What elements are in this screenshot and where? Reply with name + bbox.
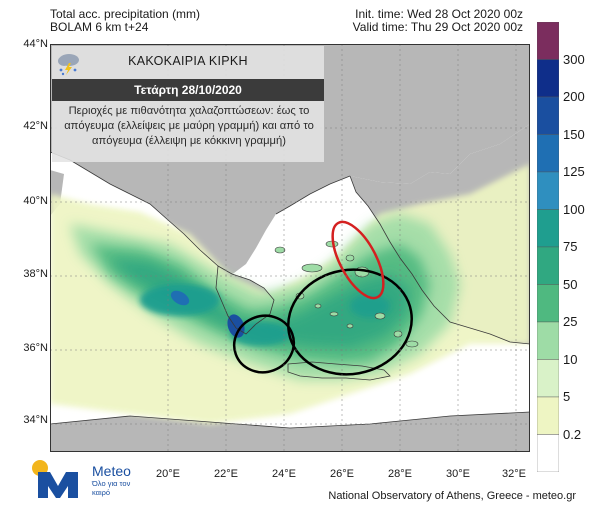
hail-area-morning-east bbox=[287, 268, 413, 376]
colorbar-label: 200 bbox=[563, 89, 585, 104]
lat-label-36: 36°N bbox=[23, 342, 48, 354]
coastlines bbox=[50, 151, 530, 429]
lat-label-38: 38°N bbox=[23, 268, 48, 280]
colorbar-swatch bbox=[537, 22, 559, 60]
colorbar-swatch bbox=[537, 359, 559, 398]
valid-time: Valid time: Thu 29 Oct 2020 00z bbox=[352, 20, 523, 34]
hail-area-morning-west bbox=[232, 314, 296, 374]
aegean-islands bbox=[274, 240, 419, 348]
colorbar-swatch bbox=[537, 134, 559, 173]
lon-label-20: 20°E bbox=[156, 468, 180, 480]
lon-label-32: 32°E bbox=[502, 468, 526, 480]
lon-label-28: 28°E bbox=[388, 468, 412, 480]
colorbar-label: 125 bbox=[563, 164, 585, 179]
colorbar-label: 75 bbox=[563, 239, 578, 254]
colorbar-swatch bbox=[537, 209, 559, 248]
lon-label-26: 26°E bbox=[330, 468, 354, 480]
colorbar-swatch bbox=[537, 284, 559, 323]
colorbar-label: 300 bbox=[563, 51, 585, 67]
colorbar-swatch bbox=[537, 171, 559, 210]
meteo-logo-mark bbox=[32, 460, 78, 498]
hail-area-evening bbox=[331, 220, 385, 300]
colorbar-label: 25 bbox=[563, 314, 578, 329]
gridlines bbox=[50, 44, 530, 452]
colorbar-label: 100 bbox=[563, 201, 585, 217]
precip-50mm bbox=[110, 258, 410, 348]
precip-200mm-core bbox=[227, 314, 245, 338]
colorbar-label: 150 bbox=[563, 126, 585, 142]
land-africa bbox=[50, 412, 530, 452]
colorbar-label: 0.2 bbox=[563, 426, 582, 442]
storm-title: ΚΑΚΟΚΑΙΡΙΑ ΚΙΡΚΗ bbox=[128, 54, 248, 68]
chart-header-left: Total acc. precipitation (mm) BOLAM 6 km… bbox=[50, 8, 200, 34]
lat-label-44: 44°N bbox=[23, 38, 48, 50]
storm-description: Περιοχές με πιθανότητα χαλαζοπτώσεων: έω… bbox=[64, 105, 314, 147]
precip-150mm-core bbox=[170, 290, 190, 306]
lon-label-30: 30°E bbox=[446, 468, 470, 480]
chart-header-right: Init. time: Wed 28 Oct 2020 00z Valid ti… bbox=[353, 8, 523, 34]
meteo-logo: Meteo Όλο για τον καιρό bbox=[30, 458, 150, 508]
lat-label-42: 42°N bbox=[23, 120, 48, 132]
storm-hail-icon bbox=[58, 54, 79, 76]
footer-credit: National Observatory of Athens, Greece -… bbox=[328, 490, 576, 502]
precip-75mm-crete bbox=[230, 322, 290, 346]
model-label: BOLAM 6 km t+24 bbox=[50, 20, 149, 34]
init-time: Init. time: Wed 28 Oct 2020 00z bbox=[355, 7, 523, 21]
colorbar-label: 10 bbox=[563, 351, 578, 367]
colorbar-swatch bbox=[537, 59, 559, 98]
colorbar bbox=[537, 22, 559, 472]
colorbar-swatch bbox=[537, 96, 559, 135]
lon-label-22: 22°E bbox=[214, 468, 238, 480]
precip-75mm-aegean bbox=[350, 294, 390, 318]
colorbar-label: 5 bbox=[563, 389, 571, 404]
storm-info-box: ΚΑΚΟΚΑΙΡΙΑ ΚΙΡΚΗ Τετάρτη 28/10/2020 Περι… bbox=[52, 46, 324, 162]
storm-date: Τετάρτη 28/10/2020 bbox=[52, 79, 324, 101]
colorbar-swatch bbox=[537, 434, 559, 472]
logo-tagline: Όλο για τον καιρό bbox=[92, 479, 131, 497]
lat-label-34: 34°N bbox=[23, 414, 48, 426]
colorbar-swatch bbox=[537, 246, 559, 285]
lon-label-24: 24°E bbox=[272, 468, 296, 480]
colorbar-swatch bbox=[537, 396, 559, 435]
colorbar-label: 50 bbox=[563, 276, 578, 292]
lat-label-40: 40°N bbox=[23, 195, 48, 207]
colorbar-swatch bbox=[537, 321, 559, 360]
product-title: Total acc. precipitation (mm) bbox=[50, 7, 201, 21]
logo-brand: Meteo bbox=[92, 463, 131, 479]
